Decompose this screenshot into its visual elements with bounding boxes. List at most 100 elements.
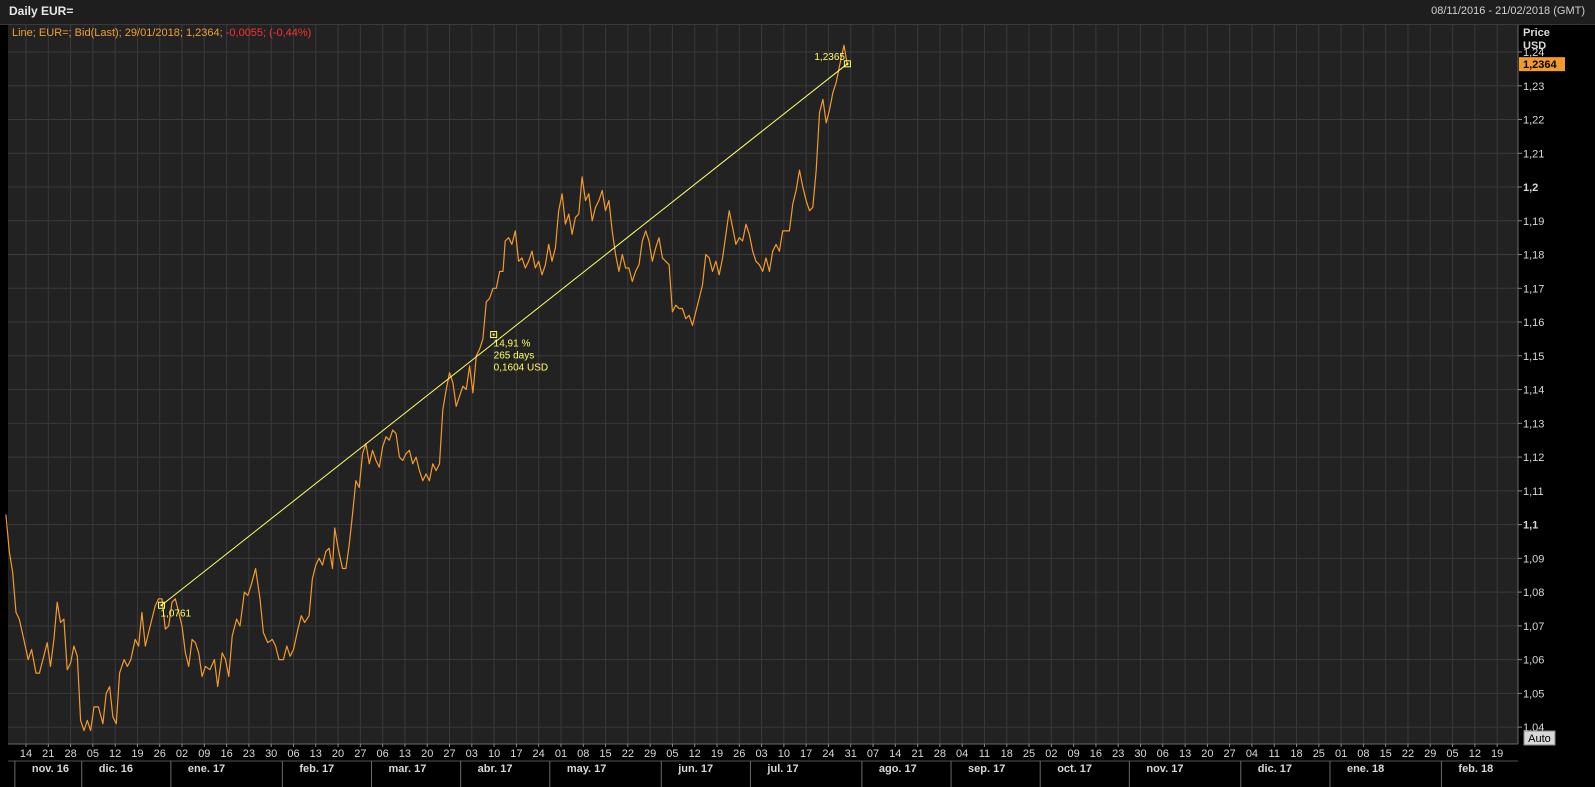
month-label: ene. 17 [188, 763, 225, 775]
y-tick-label: 1,09 [1523, 553, 1544, 565]
x-tick-label: 11 [1269, 748, 1280, 760]
trend-end-label: 1,2365 [814, 52, 845, 63]
y-tick-label: 1,13 [1523, 418, 1544, 430]
trend-end-handle-dot [846, 62, 849, 65]
y-tick-label: 1,17 [1523, 283, 1544, 295]
legend-change-pct: (-0,44%) [269, 27, 311, 39]
x-tick-label: 12 [1469, 748, 1481, 760]
x-tick-label: 03 [755, 748, 767, 760]
x-tick-label: 04 [1246, 748, 1258, 760]
x-tick-label: 23 [243, 748, 255, 760]
y-tick-label: 1,07 [1523, 621, 1544, 633]
x-tick-label: 26 [733, 748, 745, 760]
month-label: feb. 18 [1458, 763, 1493, 775]
x-tick-label: 16 [1090, 748, 1102, 760]
x-tick-label: 18 [1001, 748, 1013, 760]
x-tick-label: 28 [934, 748, 946, 760]
x-tick-label: 06 [377, 748, 389, 760]
x-tick-label: 17 [800, 748, 812, 760]
x-tick-label: 30 [265, 748, 277, 760]
auto-button[interactable]: Auto [1523, 730, 1556, 746]
x-tick-label: 19 [1491, 748, 1503, 760]
x-tick-label: 29 [644, 748, 656, 760]
x-tick-label: 28 [64, 748, 76, 760]
title-bar: Daily EUR= 08/11/2016 - 21/02/2018 (GMT) [0, 0, 1595, 25]
x-tick-label: 21 [911, 748, 923, 760]
current-price-tag [1519, 57, 1565, 72]
legend-change: -0,0055; [226, 27, 269, 39]
x-tick-label: 25 [1313, 748, 1325, 760]
price-axis-title: Price [1523, 27, 1550, 39]
trend-mid-handle[interactable] [490, 331, 498, 339]
current-price-label: 1,2364 [1523, 59, 1558, 71]
x-tick-label: 20 [421, 748, 433, 760]
x-tick-label: 22 [622, 748, 634, 760]
x-tick-label: 12 [109, 748, 121, 760]
x-tick-label: 27 [1224, 748, 1236, 760]
x-tick-label: 12 [689, 748, 701, 760]
y-tick-label: 1,22 [1523, 115, 1544, 127]
x-tick-label: 17 [510, 748, 522, 760]
x-tick-label: 14 [889, 748, 901, 760]
x-tick-label: 01 [1335, 748, 1347, 760]
month-label: jul. 17 [766, 763, 798, 775]
trend-start-handle-dot [160, 604, 163, 607]
x-tick-label: 24 [533, 748, 545, 760]
trendline[interactable] [161, 63, 848, 606]
y-tick-label: 1,19 [1523, 216, 1544, 228]
month-label: oct. 17 [1057, 763, 1092, 775]
x-tick-label: 27 [354, 748, 366, 760]
x-tick-label: 08 [1357, 748, 1369, 760]
x-tick-label: 23 [1112, 748, 1124, 760]
x-tick-label: 01 [555, 748, 567, 760]
legend-info: Line; EUR=; Bid(Last); 29/01/2018; 1,236… [12, 27, 226, 39]
x-tick-label: 15 [1380, 748, 1392, 760]
x-tick-label: 15 [599, 748, 611, 760]
x-tick-label: 10 [488, 748, 500, 760]
y-tick-label: 1,1 [1523, 520, 1538, 532]
x-tick-label: 29 [1424, 748, 1436, 760]
price-series-line[interactable] [5, 44, 848, 732]
trend-days-label: 265 days [494, 351, 535, 362]
trend-diff-label: 0,1604 USD [494, 363, 548, 374]
auto-button-label: Auto [1528, 733, 1551, 745]
x-tick-label: 26 [154, 748, 166, 760]
window-title: Daily EUR= [9, 4, 74, 18]
month-label: sep. 17 [968, 763, 1005, 775]
x-tick-label: 30 [1134, 748, 1146, 760]
month-label: abr. 17 [478, 763, 513, 775]
y-tick-label: 1,11 [1523, 486, 1544, 498]
x-tick-label: 19 [131, 748, 143, 760]
x-tick-label: 06 [287, 748, 299, 760]
month-axis: nov. 16 dic. 16 ene. 17 feb. 17 mar. 17 abr. … [8, 760, 1518, 787]
y-tick-label: 1,21 [1523, 148, 1544, 160]
trend-start-handle[interactable] [158, 601, 166, 609]
trend-end-handle[interactable] [843, 60, 851, 68]
x-tick-label: 03 [466, 748, 478, 760]
x-tick-label: 31 [845, 748, 857, 760]
month-label: ago. 17 [879, 763, 917, 775]
x-tick-label: 16 [220, 748, 232, 760]
month-label: dic. 16 [99, 763, 133, 775]
month-label: nov. 17 [1146, 763, 1183, 775]
x-tick-label: 14 [20, 748, 32, 760]
month-label: jun. 17 [677, 763, 713, 775]
x-tick-label: 13 [1179, 748, 1191, 760]
month-label: mar. 17 [388, 763, 426, 775]
x-tick-label: 27 [443, 748, 455, 760]
auto-button-bg [1523, 730, 1556, 746]
y-tick-label: 1,05 [1523, 688, 1544, 700]
x-tick-label: 09 [198, 748, 210, 760]
y-tick-label: 1,18 [1523, 250, 1544, 262]
x-tick-label: 22 [1402, 748, 1414, 760]
x-tick-label: 07 [867, 748, 879, 760]
y-tick-label: 1,08 [1523, 587, 1544, 599]
trend-start-label: 1,0761 [161, 608, 192, 619]
x-tick-label: 21 [42, 748, 54, 760]
month-label: may. 17 [567, 763, 607, 775]
currency-axis-title: USD [1523, 40, 1546, 52]
x-tick-label: 08 [577, 748, 589, 760]
y-tick-label: 1,14 [1523, 385, 1544, 397]
